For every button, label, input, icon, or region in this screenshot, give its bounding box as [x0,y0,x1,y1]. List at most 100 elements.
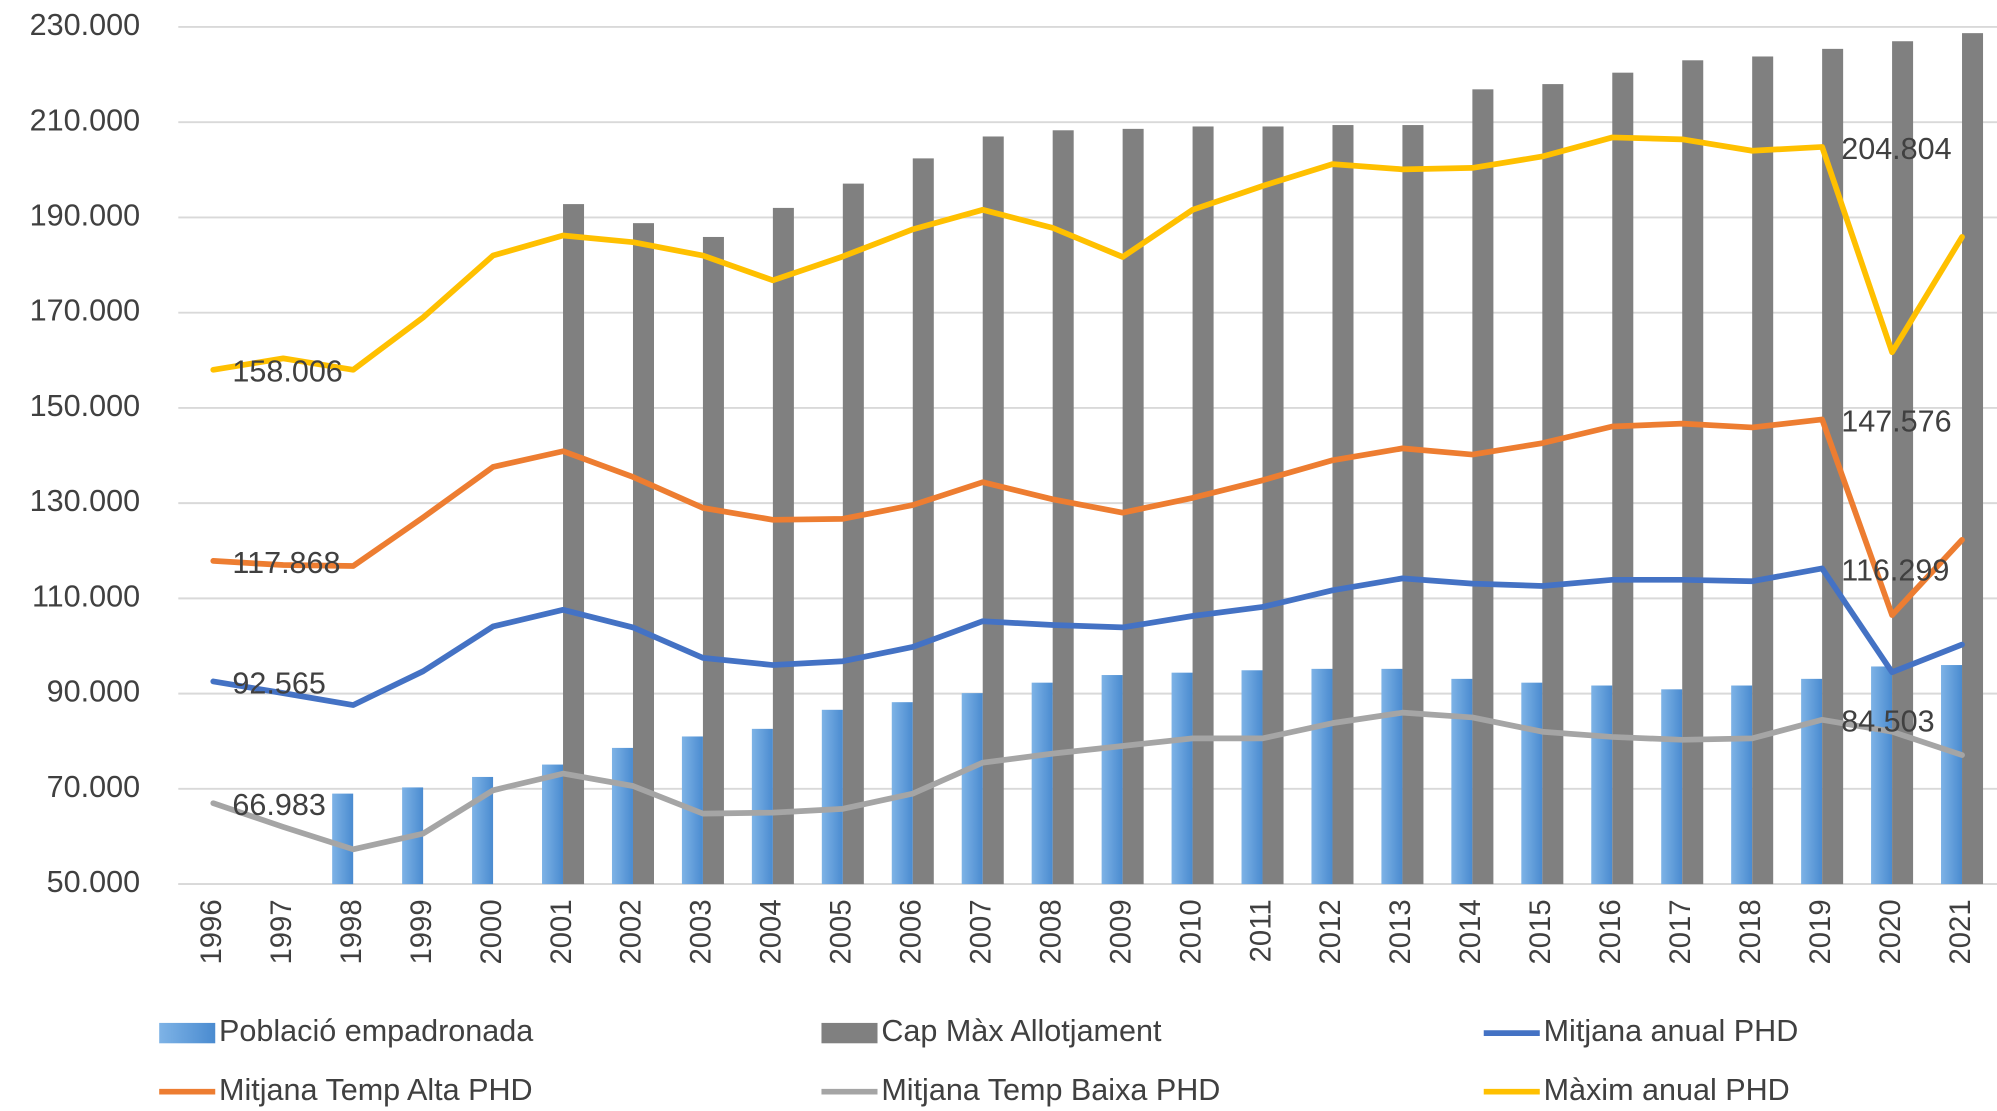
bar [1122,128,1144,885]
bar [1962,33,1984,885]
data-label: 158.006 [232,355,342,389]
x-tick-label: 2015 [1524,899,1557,964]
bar [1661,689,1683,885]
x-tick-label: 2009 [1104,899,1137,964]
data-label: 147.576 [1841,404,1951,438]
bar [1171,672,1193,885]
legend: Població empadronada Cap Màx Allotjament M… [159,1014,1798,1107]
y-tick-label: 170.000 [30,294,140,328]
data-label: 84.503 [1841,705,1934,739]
bar [751,728,773,885]
x-tick-label: 2021 [1944,899,1977,964]
y-tick-label: 190.000 [30,199,140,233]
bar [1472,89,1494,885]
bar [1941,665,1963,885]
bar [1332,125,1354,885]
legend-swatch [821,1022,878,1044]
bar [1612,72,1634,885]
bar [1241,670,1263,885]
bar [1892,41,1914,885]
data-label: 66.983 [232,788,325,822]
y-tick-label: 150.000 [30,389,140,423]
bars [332,33,1984,885]
bar [542,764,564,885]
bar [1101,675,1123,885]
line [210,416,1965,618]
x-tick-label: 2001 [545,899,578,964]
bar [1682,60,1704,885]
bar [1052,130,1074,885]
bar [982,136,1004,885]
bar [772,207,794,885]
x-tick-label: 2008 [1034,899,1067,964]
y-tick-label: 90.000 [47,675,140,709]
bar [1451,678,1473,885]
labels: 92.565 116.299 117.868 147.576 66.983 84.503 1… [232,132,1951,822]
legend-label: Població empadronada [219,1014,533,1048]
legend-label: Mitjana anual PHD [1544,1014,1799,1048]
lines [210,134,1965,853]
bar [1031,682,1053,885]
bar [632,223,654,885]
x-tick-label: 2019 [1804,899,1837,964]
data-label: 92.565 [232,666,325,700]
bar [1591,685,1613,885]
y-tick-label: 130.000 [30,484,140,518]
bar [1871,666,1893,885]
bar [912,158,934,885]
bar [472,776,494,885]
legend-label: Mitjana Temp Baixa PHD [881,1073,1220,1107]
x-tick-label: 2010 [1174,899,1207,964]
line [210,134,1965,373]
data-label: 204.804 [1841,132,1951,166]
bar [702,236,724,885]
y-tick-label: 70.000 [47,770,140,804]
bar [1381,668,1403,885]
line [210,565,1965,708]
x-tick-label: 1996 [195,899,228,964]
legend-label: Mitjana Temp Alta PHD [219,1073,533,1107]
x-tick-label: 2016 [1594,899,1627,964]
x-tick-label: 2017 [1664,899,1697,964]
bar [842,183,864,885]
x-tick-label: 1998 [335,899,368,964]
bar [1402,125,1424,885]
bar [1192,126,1214,885]
legend-label: Cap Màx Allotjament [881,1014,1162,1048]
x-tick-label: 2005 [825,899,858,964]
x-tick-label: 2000 [475,899,508,964]
y-tick-label: 50.000 [47,865,140,899]
x-tick-label: 2013 [1384,899,1417,964]
bar [1542,84,1564,885]
x-tick-label: 2003 [685,899,718,964]
x-tick-label: 2006 [895,899,928,964]
bar [1801,678,1823,885]
bar [1311,668,1333,885]
bar [1262,126,1284,885]
y-tick-label: 230.000 [30,8,140,42]
bar [821,709,843,885]
bar [961,693,983,885]
x-tick-label: 2002 [615,899,648,964]
grid: 50.000 70.000 90.000 110.000 130.000 150.000 1… [30,8,1997,965]
bar [1822,48,1844,885]
x-tick-label: 2011 [1244,899,1277,962]
y-tick-label: 110.000 [32,579,140,613]
y-tick-label: 210.000 [30,103,140,137]
x-tick-label: 2018 [1734,899,1767,964]
bar [1752,56,1774,885]
x-tick-label: 1997 [265,899,298,964]
bar [563,204,585,885]
x-tick-label: 2020 [1874,899,1907,964]
bar [1731,685,1753,885]
x-tick-label: 1999 [405,899,438,964]
data-label: 116.299 [1841,553,1949,587]
x-tick-label: 2004 [755,899,788,964]
data-label: 117.868 [232,546,340,580]
x-tick-label: 2007 [964,899,997,964]
x-tick-label: 2014 [1454,899,1487,964]
bar [1521,682,1543,885]
legend-swatch [159,1022,216,1044]
bar [611,747,633,885]
